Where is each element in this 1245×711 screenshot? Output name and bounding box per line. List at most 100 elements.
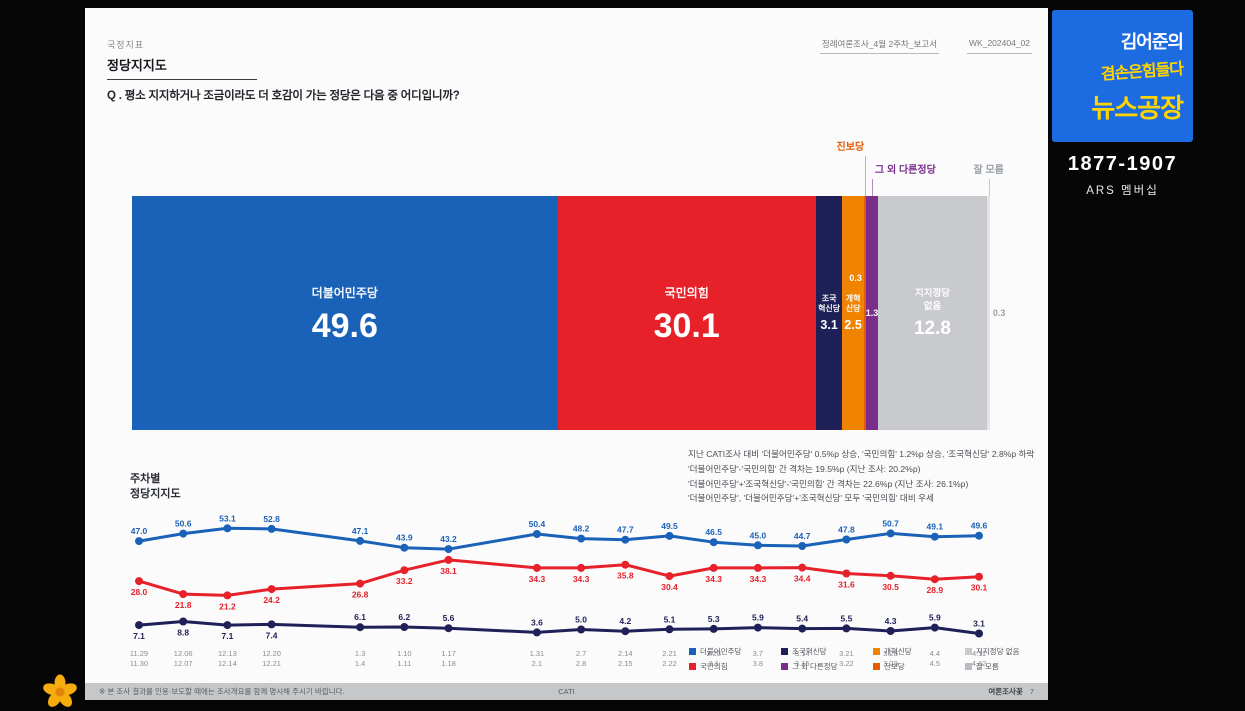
legend-swatch xyxy=(873,663,880,670)
legend-item: 국민의힘 xyxy=(689,661,777,672)
bar-segment-value: 12.8 xyxy=(913,317,951,339)
bar-callout-label: 진보당 xyxy=(836,142,865,153)
doc-code-field: WK_202404_02 xyxy=(967,38,1032,54)
svg-text:34.3: 34.3 xyxy=(573,574,590,584)
logo-line3: 뉴스공장 xyxy=(1091,92,1184,123)
bar-segment: 지지정당 없음 12.8 xyxy=(877,196,988,430)
bar-area: 더불어민주당 49.6 국민의힘 30.1 조국 혁신당 3.1 개혁 신당 2.5 0.3 1.3 지… xyxy=(132,196,1005,430)
legend-label: 진보당 xyxy=(884,662,905,671)
svg-text:50.4: 50.4 xyxy=(529,519,546,529)
svg-text:2.21: 2.21 xyxy=(662,649,677,658)
bar-callout-line xyxy=(865,156,867,196)
svg-text:12.20: 12.20 xyxy=(262,649,281,658)
party-support-stacked-bar: 더불어민주당 49.6 국민의힘 30.1 조국 혁신당 3.1 개혁 신당 2.5 0.3 1.3 지… xyxy=(132,142,1005,430)
svg-text:34.3: 34.3 xyxy=(750,574,767,584)
legend-item: 더불어민주당 xyxy=(689,646,777,657)
svg-text:28.0: 28.0 xyxy=(131,587,148,597)
weekly-trend-line-chart: 47.0 50.6 53.1 52.8 47.1 43.9 43.2 50.4 48.2 47.7… xyxy=(130,513,988,668)
legend-swatch xyxy=(689,648,696,655)
svg-text:30.5: 30.5 xyxy=(882,582,899,592)
legend-label: 잘 모름 xyxy=(976,662,999,671)
svg-text:3.8: 3.8 xyxy=(753,659,763,668)
bar-segment: 개혁 신당 2.5 xyxy=(842,196,864,430)
analysis-note-line: '더불어민주당'-'국민의힘' 간 격차는 19.5%p (지난 조사: 20.… xyxy=(688,463,921,474)
svg-text:3.1: 3.1 xyxy=(973,619,985,629)
bar-callout-label: 잘 모름 xyxy=(973,165,1004,176)
svg-text:3.15: 3.15 xyxy=(795,659,810,668)
page-title: 정당지지도 xyxy=(107,55,257,80)
svg-text:8.8: 8.8 xyxy=(177,628,189,638)
svg-text:6.1: 6.1 xyxy=(354,612,366,622)
svg-text:49.5: 49.5 xyxy=(661,521,678,531)
logo-line2: 겸손은힘들다 xyxy=(1100,60,1184,83)
svg-text:47.8: 47.8 xyxy=(838,525,855,535)
svg-text:2.1: 2.1 xyxy=(532,659,542,668)
svg-text:24.2: 24.2 xyxy=(263,595,280,605)
svg-text:44.7: 44.7 xyxy=(794,531,811,541)
svg-text:4.12: 4.12 xyxy=(972,659,987,668)
svg-text:4.4: 4.4 xyxy=(930,649,940,658)
svg-text:12.07: 12.07 xyxy=(174,659,193,668)
svg-text:1.31: 1.31 xyxy=(530,649,545,658)
slide-header-left: 국정지표 정당지지도 xyxy=(107,38,257,80)
bar-segment: 0.3 xyxy=(849,196,867,430)
bar-segment: 1.3 xyxy=(866,196,878,430)
legend-swatch xyxy=(781,648,788,655)
legend-swatch xyxy=(965,663,972,670)
svg-text:48.2: 48.2 xyxy=(573,524,590,534)
doc-name-field: 정례여론조사_4월 2주차_보고서 xyxy=(819,38,940,54)
legend-item: 그 외 다른정당 xyxy=(781,661,869,672)
legend-label: 개혁신당 xyxy=(884,647,912,656)
svg-text:49.6: 49.6 xyxy=(971,521,988,531)
bar-segment-label: 국민의힘 xyxy=(664,285,709,300)
svg-text:21.8: 21.8 xyxy=(175,600,192,610)
svg-text:30.4: 30.4 xyxy=(661,582,678,592)
section-category: 국정지표 xyxy=(107,40,145,50)
svg-text:3.28: 3.28 xyxy=(883,649,898,658)
svg-text:2.14: 2.14 xyxy=(618,649,633,658)
svg-text:49.1: 49.1 xyxy=(927,522,944,532)
ars-phone-number: 1877-1907 xyxy=(1067,153,1178,175)
svg-text:34.3: 34.3 xyxy=(705,574,722,584)
svg-text:2.8: 2.8 xyxy=(576,659,586,668)
svg-text:3.7: 3.7 xyxy=(753,649,763,658)
svg-text:5.9: 5.9 xyxy=(752,613,764,623)
svg-text:12.13: 12.13 xyxy=(218,649,237,658)
weekly-chart-title-line1: 주차별 xyxy=(130,473,161,485)
svg-text:4.5: 4.5 xyxy=(930,659,940,668)
svg-text:26.8: 26.8 xyxy=(352,590,369,600)
bar-segment-value: 30.1 xyxy=(653,306,720,345)
bar-segment-value: 3.1 xyxy=(820,318,838,333)
slide-footer: ※ 본 조사 결과를 인용·보도할 때에는 조사개요를 함께 명시해 주시기 바… xyxy=(85,683,1048,700)
svg-text:7.1: 7.1 xyxy=(133,631,145,641)
svg-text:3.14: 3.14 xyxy=(795,649,810,658)
bar-callout-line xyxy=(988,179,990,196)
footer-page-number: 7 xyxy=(1029,687,1034,696)
svg-text:47.0: 47.0 xyxy=(131,526,148,536)
legend-item: 잘 모름 xyxy=(965,661,1053,672)
svg-text:2.28: 2.28 xyxy=(706,649,721,658)
svg-text:45.0: 45.0 xyxy=(750,530,767,540)
analysis-note-line: '더불어민주당'+'조국혁신당'-'국민의힘' 간 격차는 22.6%p (지난… xyxy=(688,478,969,489)
bar-segment-value: 2.5 xyxy=(844,318,862,333)
svg-text:4.11: 4.11 xyxy=(972,649,986,658)
svg-text:33.2: 33.2 xyxy=(396,576,413,586)
svg-text:5.6: 5.6 xyxy=(443,613,455,623)
svg-text:1.11: 1.11 xyxy=(397,659,411,668)
svg-text:1.10: 1.10 xyxy=(397,649,412,658)
slide-header-right: 정례여론조사_4월 2주차_보고서 WK_202404_02 xyxy=(819,38,1032,54)
svg-text:12.14: 12.14 xyxy=(218,659,237,668)
analysis-note-line: 지난 CATI조사 대비 '더불어민주당' 0.5%p 상승, '국민의힘' 1… xyxy=(688,449,1035,459)
bar-callout-line xyxy=(872,179,874,196)
legend-swatch xyxy=(965,648,972,655)
survey-question: Q . 평소 지지하거나 조금이라도 더 호감이 가는 정당은 다음 중 어디입… xyxy=(107,90,460,102)
svg-text:5.0: 5.0 xyxy=(575,615,587,625)
svg-text:38.1: 38.1 xyxy=(440,566,457,576)
svg-text:11.29: 11.29 xyxy=(130,649,148,658)
svg-text:43.2: 43.2 xyxy=(440,534,457,544)
svg-text:30.1: 30.1 xyxy=(971,583,988,593)
svg-text:52.8: 52.8 xyxy=(263,514,280,524)
svg-text:3.21: 3.21 xyxy=(839,649,854,658)
legend-item: 조국혁신당 xyxy=(781,646,869,657)
legend-swatch xyxy=(689,663,696,670)
